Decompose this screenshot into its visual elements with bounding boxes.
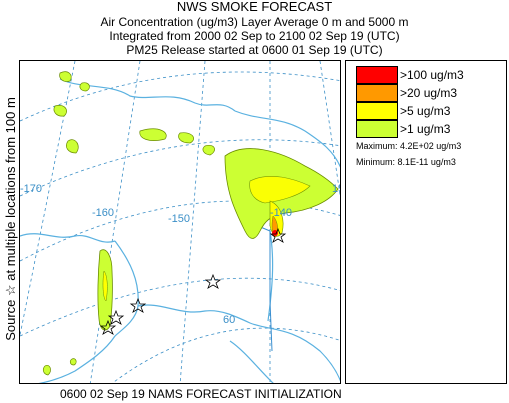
longitude-line xyxy=(89,61,141,383)
gulf-coast xyxy=(137,304,340,382)
map-canvas: -160 -150 -170 -140 60 150 xyxy=(20,61,341,383)
release-info: PM25 Release started at 0600 01 Sep 19 (… xyxy=(126,43,383,57)
legend-item: >20 ug/m3 xyxy=(356,84,504,102)
legend-swatch-yellow xyxy=(356,102,398,120)
legend-label: >1 ug/m3 xyxy=(400,122,451,136)
star-icon xyxy=(99,319,117,335)
legend-item: >1 ug/m3 xyxy=(356,120,504,138)
legend-item: >100 ug/m3 xyxy=(356,66,504,84)
high-concentration-spot xyxy=(272,230,278,236)
smoke-plume-west xyxy=(97,249,113,331)
border-line xyxy=(245,220,273,352)
legend-label: >20 ug/m3 xyxy=(400,86,458,100)
arctic-coast xyxy=(59,78,236,112)
lat-label: 60 xyxy=(223,314,235,326)
smoke-map: -160 -150 -170 -140 60 150 xyxy=(19,60,341,384)
arctic-coast xyxy=(234,110,340,168)
star-icon xyxy=(107,309,125,325)
longitude-line xyxy=(179,61,206,383)
latitude-line xyxy=(20,200,340,262)
star-icon xyxy=(204,273,222,289)
land-boundary xyxy=(267,230,274,322)
maximum-value: Maximum: 4.2E+02 ug/m3 xyxy=(356,141,462,151)
smoke-plume-east xyxy=(224,148,339,239)
legend-item: >5 ug/m3 xyxy=(356,102,504,120)
legend-swatch-red xyxy=(356,66,398,84)
southwest-coast xyxy=(38,240,139,383)
smoke-patches xyxy=(42,71,215,376)
latitude-line xyxy=(112,327,340,383)
lon-label: -140 xyxy=(270,207,292,219)
legend-swatch-green xyxy=(356,120,398,138)
source-markers xyxy=(99,227,287,335)
lon-label: -150 xyxy=(168,213,190,225)
latitude-line xyxy=(20,139,340,197)
source-location-label: Source ☆ at multiple locations from 100 … xyxy=(3,97,18,341)
legend-swatch-orange xyxy=(356,84,398,102)
star-icon xyxy=(129,297,147,313)
west-coast xyxy=(20,233,116,243)
legend-label: >5 ug/m3 xyxy=(400,104,451,118)
latitude-line xyxy=(20,71,340,122)
integration-period: Integrated from 2000 02 Sep to 2100 02 S… xyxy=(109,29,400,43)
star-icon xyxy=(269,227,287,243)
lon-label: 150 xyxy=(332,183,341,195)
peninsula-coast xyxy=(229,340,274,383)
legend-panel: >100 ug/m3 >20 ug/m3 >5 ug/m3 >1 ug/m3 M… xyxy=(345,60,507,384)
concentration-subtitle: Air Concentration (ug/m3) Layer Average … xyxy=(100,15,409,29)
minimum-value: Minimum: 8.1E-11 ug/m3 xyxy=(356,157,456,167)
latitude-line xyxy=(20,277,340,337)
legend-label: >100 ug/m3 xyxy=(400,68,464,82)
coastline xyxy=(20,78,340,383)
forecast-title: NWS SMOKE FORECAST xyxy=(176,0,333,14)
lon-label: -160 xyxy=(92,207,114,219)
forecast-initialization: 0600 02 Sep 19 NAMS FORECAST INITIALIZAT… xyxy=(60,387,342,401)
lon-label: -170 xyxy=(20,183,42,195)
